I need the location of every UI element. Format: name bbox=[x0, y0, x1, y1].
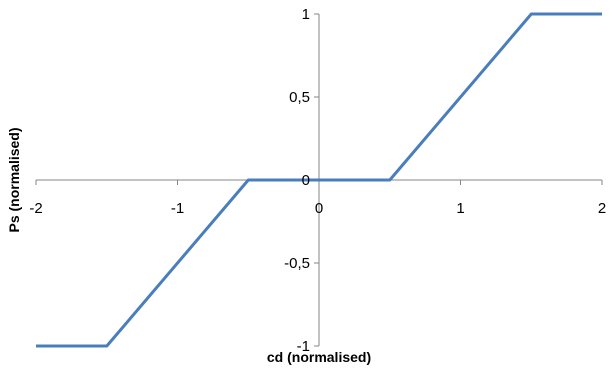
series-line bbox=[36, 12, 602, 348]
labels-layer: -2 -1 0 1 2 -1 -0,5 0 0,5 1 bbox=[29, 6, 606, 355]
x-tick-label: -2 bbox=[29, 200, 42, 217]
y-tick-label: 1 bbox=[302, 6, 310, 23]
series-layer bbox=[36, 12, 602, 348]
x-tick-label: -1 bbox=[171, 200, 184, 217]
y-tick-label: -0,5 bbox=[284, 255, 310, 272]
x-tick-label: 2 bbox=[598, 200, 606, 217]
y-tick-label: 0 bbox=[302, 172, 310, 189]
x-tick-label: 0 bbox=[315, 200, 323, 217]
x-tick-label: 1 bbox=[456, 200, 464, 217]
y-tick-label: 0,5 bbox=[289, 89, 310, 106]
y-axis-title: Ps (normalised) bbox=[6, 127, 22, 232]
x-axis-title: cd (normalised) bbox=[267, 349, 371, 365]
y-tick-label: -1 bbox=[297, 338, 310, 355]
